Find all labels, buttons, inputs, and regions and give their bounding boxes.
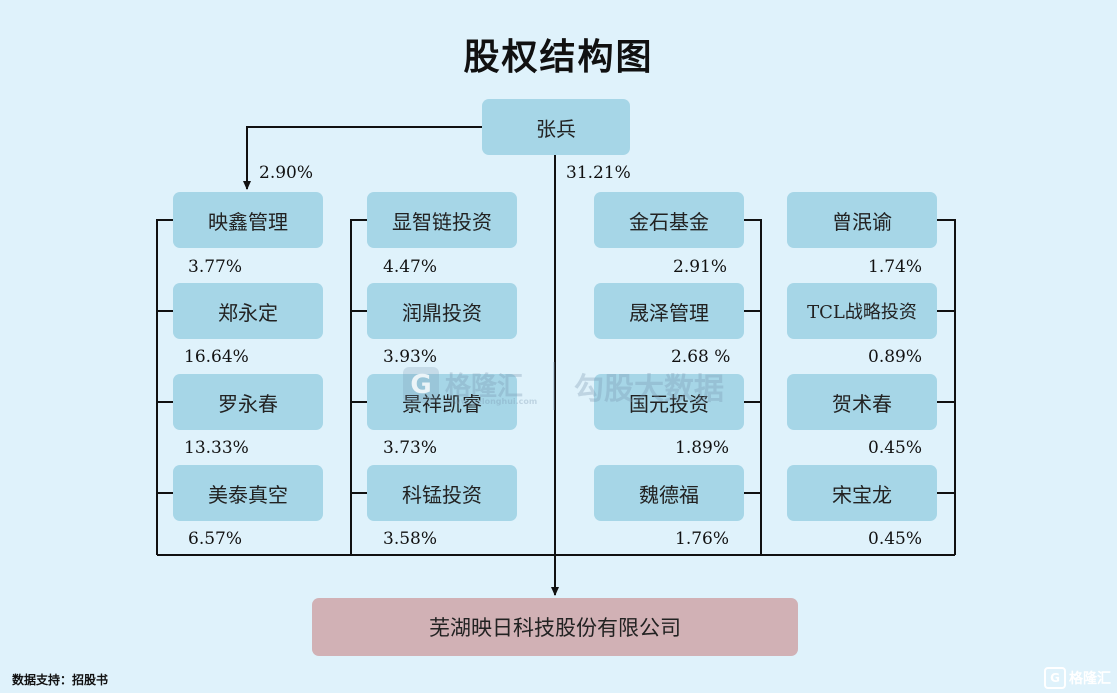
shareholder-box: 金石基金 (594, 192, 744, 248)
shareholder-pct: 13.33% (184, 438, 249, 458)
controller-direct-pct: 31.21% (566, 163, 631, 183)
shareholder-pct: 0.89% (868, 347, 923, 367)
line-controller-to-yingxin (243, 126, 482, 190)
shareholder-box: 景祥凯睿 (367, 374, 517, 430)
shareholder-box: 宋宝龙 (787, 465, 937, 521)
controller-node: 张兵 (482, 99, 630, 155)
corner-logo-icon: G (1044, 667, 1066, 689)
shareholder-pct: 0.45% (868, 438, 923, 458)
controller-indirect-pct: 2.90% (259, 163, 314, 183)
corner-logo-text: 格隆汇 (1069, 671, 1111, 687)
shareholder-box: 显智链投资 (367, 192, 517, 248)
watermark-logo-icon: G (403, 367, 439, 403)
shareholder-box: 郑永定 (173, 283, 323, 339)
shareholder-box: 映鑫管理 (173, 192, 323, 248)
shareholder-box: 曾泯谕 (787, 192, 937, 248)
bracket-col-2 (350, 219, 367, 555)
shareholder-box: 魏德福 (594, 465, 744, 521)
bracket-col-3 (743, 219, 762, 555)
watermark-divider (553, 362, 555, 410)
shareholder-pct: 6.57% (188, 529, 243, 549)
shareholder-pct: 16.64% (184, 347, 249, 367)
watermark-site: www.gelonghui.com (446, 397, 538, 406)
shareholder-pct: 2.68 % (671, 347, 731, 367)
shareholder-box: 国元投资 (594, 374, 744, 430)
bracket-col-4 (937, 219, 956, 555)
source-note: 数据支持：招股书 (12, 673, 109, 687)
shareholder-pct: 3.93% (383, 347, 438, 367)
shareholder-box: 贺术春 (787, 374, 937, 430)
bracket-col-1 (156, 219, 173, 555)
shareholder-box: 美泰真空 (173, 465, 323, 521)
watermark-product: 勾股大数据 (574, 372, 724, 407)
shareholder-pct: 3.77% (188, 257, 243, 277)
target-company-box: 芜湖映日科技股份有限公司 (312, 598, 798, 656)
shareholder-pct: 1.76% (675, 529, 730, 549)
watermark-brand: 格隆汇 (445, 372, 524, 402)
chart-title: 股权结构图 (463, 37, 654, 78)
shareholder-pct: 1.89% (675, 438, 730, 458)
shareholder-box: 罗永春 (173, 374, 323, 430)
shareholder-pct: 0.45% (868, 529, 923, 549)
shareholder-pct: 4.47% (383, 257, 438, 277)
shareholder-box: 润鼎投资 (367, 283, 517, 339)
shareholder-box: TCL战略投资 (787, 283, 937, 339)
corner-logo: G 格隆汇 (1044, 667, 1111, 689)
shareholder-pct: 2.91% (673, 257, 728, 277)
shareholder-pct: 3.58% (383, 529, 438, 549)
shareholder-box: 科锰投资 (367, 465, 517, 521)
shareholder-box: 晟泽管理 (594, 283, 744, 339)
shareholder-pct: 3.73% (383, 438, 438, 458)
shareholder-pct: 1.74% (868, 257, 923, 277)
